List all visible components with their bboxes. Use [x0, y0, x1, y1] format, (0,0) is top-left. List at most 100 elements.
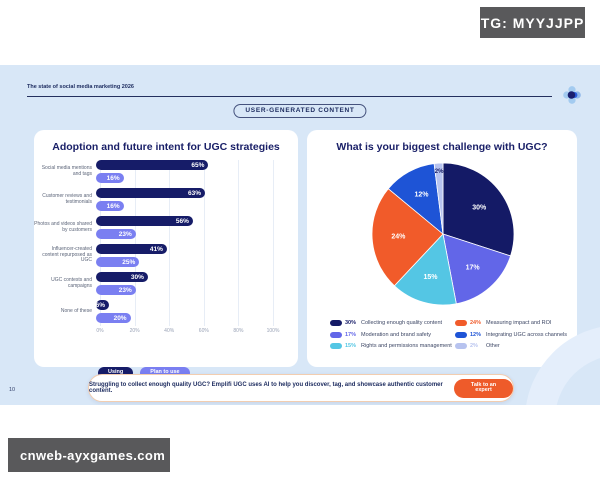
- pie-chart-card: What is your biggest challenge with UGC?…: [307, 130, 577, 367]
- report-slide: The state of social media marketing 2026…: [0, 65, 600, 405]
- pie-slice-value-label: 2%: [435, 169, 444, 175]
- legend-label: Integrating UGC across channels: [486, 331, 568, 338]
- talk-to-expert-button[interactable]: Talk to an expert: [454, 378, 513, 398]
- bar-plan-to-use: 16%: [96, 173, 124, 183]
- bar-value-label: 23%: [118, 230, 132, 238]
- pie-legend-item-other: 2% Other: [455, 343, 567, 349]
- gridline: [238, 160, 240, 326]
- legend-label: Rights and permissions management: [361, 343, 452, 349]
- legend-label: Other: [486, 343, 500, 349]
- pie-legend-column-2: 24% Measuring impact and ROI 12% Integratin…: [455, 320, 567, 349]
- legend-swatch: [330, 331, 342, 338]
- bar-pair: 6% 20%: [96, 300, 269, 323]
- gridline: [100, 160, 101, 326]
- bar-value-label: 23%: [118, 286, 132, 294]
- bar-pair: 63% 16%: [96, 188, 269, 211]
- bar-group-customer-reviews-and-testimonials: Customer reviews and testimonials 63% 16%: [34, 188, 290, 211]
- legend-swatch: [455, 331, 467, 338]
- bar-value-label: 16%: [106, 202, 120, 210]
- bar-group-ugc-contests-and-campaigns: UGC contests and campaigns 30% 23%: [34, 272, 290, 295]
- legend-percent: 17%: [345, 331, 357, 338]
- pie-slice-rights-and-permissions-management: [393, 233, 457, 306]
- bar-chart-gridlines: [100, 160, 274, 326]
- pie-slice-measuring-impact-and-roi: [371, 188, 444, 287]
- bar-using: 63%: [96, 188, 205, 198]
- bar-plan-to-use: 23%: [96, 229, 136, 239]
- bar-group-influencer-created-content-repurposed-as-ugc: Influencer-created content repurposed as…: [34, 244, 290, 267]
- pie-legend-column-1: 30% Collecting enough quality content 17% M…: [330, 320, 452, 349]
- pie-slice-other: [433, 162, 444, 235]
- bar-using: 65%: [96, 160, 209, 170]
- legend-label: Moderation and brand safety: [361, 331, 432, 338]
- cta-banner: Struggling to collect enough quality UGC…: [88, 374, 514, 402]
- x-tick-label: 100%: [266, 328, 280, 334]
- legend-swatch: [455, 320, 467, 326]
- gridline: [134, 160, 136, 326]
- bar-value-label: 65%: [191, 161, 205, 169]
- bar-using: 6%: [96, 300, 109, 310]
- top-right-watermark-tag: TG: MYYJJPP: [480, 7, 585, 38]
- bar-plan-to-use: 25%: [96, 257, 140, 267]
- report-header-title: The state of social media marketing 2026: [27, 84, 134, 90]
- bar-pair: 56% 23%: [96, 216, 269, 239]
- legend-percent: 12%: [470, 331, 482, 338]
- legend-percent: 15%: [345, 343, 357, 349]
- legend-pill-using: Using: [98, 367, 134, 379]
- bar-plan-to-use: 20%: [96, 313, 131, 323]
- x-tick-label: 40%: [164, 328, 175, 334]
- page-number: 10: [9, 387, 16, 393]
- x-tick-label: 0%: [96, 328, 104, 334]
- gridline: [169, 160, 171, 326]
- bar-value-label: 56%: [175, 217, 189, 225]
- bar-plan-to-use: 23%: [96, 285, 136, 295]
- bar-category-label: Customer reviews and testimonials: [42, 192, 92, 205]
- bar-pair: 30% 23%: [96, 272, 269, 295]
- bar-chart-legend: Using Plan to use: [98, 367, 190, 379]
- pie-slice-value-label: 12%: [414, 192, 429, 199]
- legend-percent: 24%: [470, 320, 482, 326]
- bar-group-none-of-these: None of these 6% 20%: [34, 300, 290, 323]
- bar-plan-to-use: 16%: [96, 201, 124, 211]
- bar-using: 56%: [96, 216, 193, 226]
- legend-swatch: [330, 343, 342, 349]
- bar-using: 41%: [96, 244, 167, 254]
- legend-swatch: [330, 320, 342, 326]
- pie-chart-title: What is your biggest challenge with UGC?: [336, 141, 548, 153]
- pie-slice-value-label: 17%: [466, 264, 481, 271]
- legend-label: Collecting enough quality content: [361, 320, 443, 326]
- bar-chart-rows: Social media mentions and tags 65% 16% Cust…: [34, 160, 290, 328]
- legend-swatch: [455, 343, 467, 349]
- bar-value-label: 30%: [130, 273, 144, 281]
- legend-percent: 30%: [345, 320, 357, 326]
- gridline: [203, 160, 205, 326]
- bar-group-photos-and-videos-shared-by-customers: Photos and videos shared by customers 56%…: [34, 216, 290, 239]
- bar-chart-title: Adoption and future intent for UGC strat…: [52, 141, 280, 153]
- bar-pair: 41% 25%: [96, 244, 269, 267]
- bar-group-social-media-mentions-and-tags: Social media mentions and tags 65% 16%: [34, 160, 290, 183]
- pie-legend-item-rights-and-permissions-management: 15% Rights and permissions management: [330, 343, 452, 349]
- pie-legend-item-measuring-impact-and-roi: 24% Measuring impact and ROI: [455, 320, 567, 326]
- pie-legend-item-integrating-ugc-across-channels: 12% Integrating UGC across channels: [455, 331, 568, 338]
- bar-using: 30%: [96, 272, 148, 282]
- emplifi-flower-logo-icon: [563, 86, 581, 104]
- legend-label: Measuring impact and ROI: [486, 320, 552, 326]
- bar-value-label: 41%: [149, 245, 163, 253]
- pie-slice-collecting-enough-quality-content: [442, 162, 515, 257]
- pie-slice-moderation-and-brand-safety: [442, 233, 512, 305]
- bar-value-label: 20%: [113, 314, 127, 322]
- x-tick-label: 60%: [198, 328, 209, 334]
- x-tick-label: 80%: [233, 328, 244, 334]
- header-divider: [27, 96, 552, 97]
- bar-value-label: 16%: [106, 174, 120, 182]
- bar-category-label: Social media mentions and tags: [41, 164, 92, 177]
- pie-legend-item-collecting-enough-quality-content: 30% Collecting enough quality content: [330, 320, 452, 326]
- section-badge: USER-GENERATED CONTENT: [233, 104, 367, 118]
- bar-category-label: UGC contests and campaigns: [51, 276, 92, 289]
- bar-value-label: 25%: [122, 258, 136, 266]
- bar-category-label: None of these: [60, 307, 92, 314]
- bar-value-label: 6%: [95, 301, 105, 309]
- bar-category-label: Influencer-created content repurposed as…: [42, 245, 92, 264]
- pie-slice-value-label: 24%: [391, 234, 406, 241]
- cta-banner-text: Struggling to collect enough quality UGC…: [89, 382, 443, 394]
- pie-chart: 30% 17% 15% 24% 12% 2%: [371, 162, 515, 306]
